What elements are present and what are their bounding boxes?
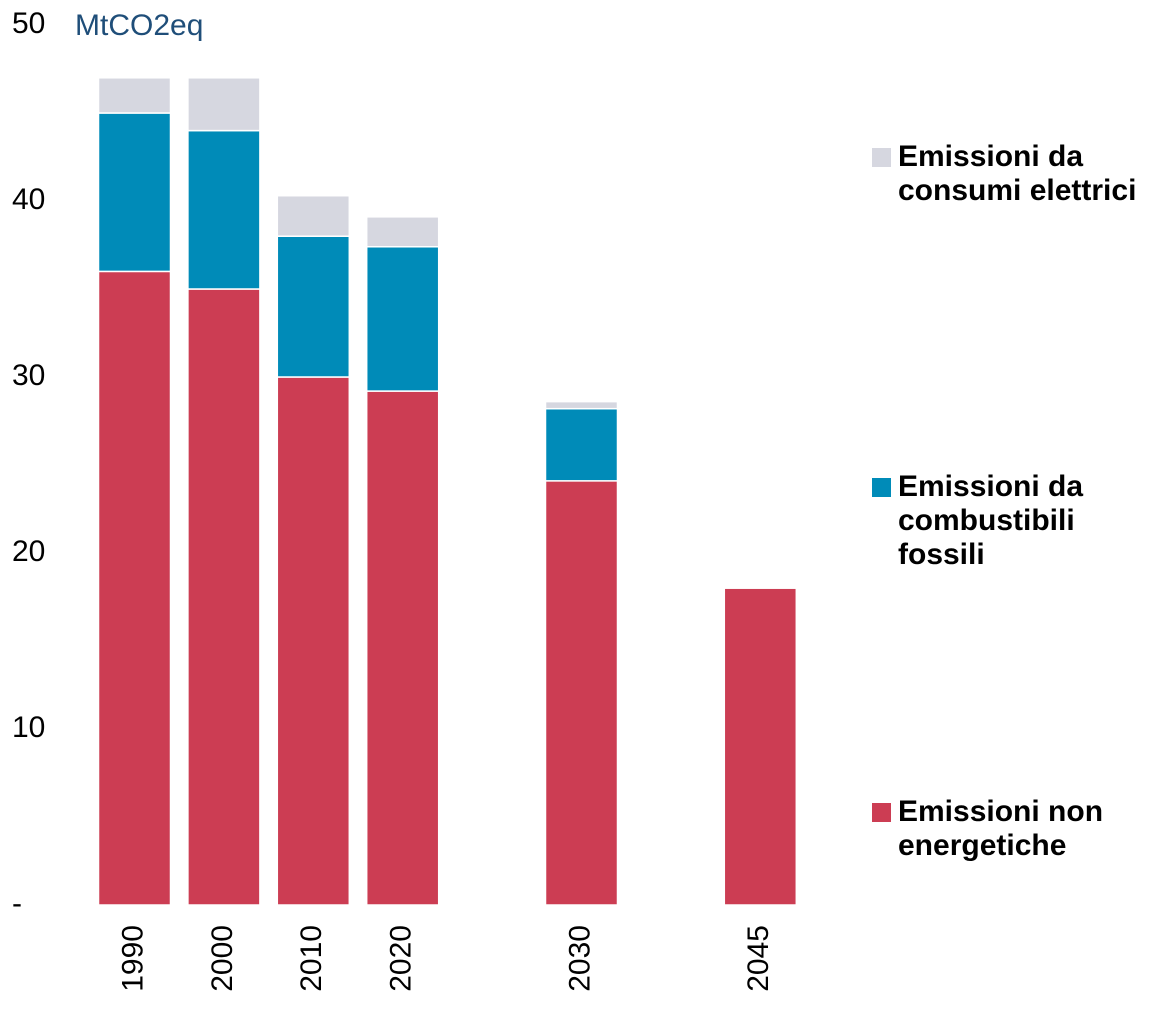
bar-segment <box>276 376 351 906</box>
x-tick-label: 2020 <box>385 925 418 992</box>
bar-segment <box>544 407 619 482</box>
y-tick-label: - <box>12 887 22 920</box>
y-tick-label: 20 <box>12 535 45 568</box>
bar-segment <box>276 235 351 378</box>
bar-segment <box>187 77 261 132</box>
legend-swatch <box>872 148 891 167</box>
x-tick: 2045 <box>742 925 775 992</box>
y-tick-label: 10 <box>12 711 45 744</box>
bar-segment <box>723 587 798 906</box>
x-tick: 2000 <box>206 925 239 992</box>
x-tick-label: 2030 <box>563 925 596 992</box>
x-tick: 2030 <box>563 925 596 992</box>
legend-swatch <box>872 478 891 497</box>
legend-label: Emissioni da consumi elettrici <box>898 140 1137 207</box>
bar-segment <box>365 246 440 392</box>
legend-label: Emissioni da combustibili fossili <box>898 470 1084 571</box>
x-tick-label: 1990 <box>116 925 149 992</box>
legend-swatch <box>872 803 891 822</box>
x-tick-label: 2010 <box>295 925 328 992</box>
bar-segment <box>97 77 172 114</box>
bar-segment <box>544 480 619 906</box>
legend-item: Emissioni da consumi elettrici <box>872 140 1157 208</box>
legend-item: Emissioni non energetiche <box>872 795 1157 863</box>
bar-segment <box>276 194 351 237</box>
bar-segment <box>365 390 440 906</box>
legend-item: Emissioni da combustibili fossili <box>872 470 1157 572</box>
bar-segment <box>187 288 261 906</box>
bar-segment <box>187 129 261 290</box>
x-tick: 2010 <box>295 925 328 992</box>
x-tick-label: 2000 <box>206 925 239 992</box>
bar-segment <box>365 216 440 248</box>
bar-segment <box>97 112 172 273</box>
legend-label: Emissioni non energetiche <box>898 795 1104 862</box>
y-tick-label: 30 <box>12 359 45 392</box>
x-tick: 1990 <box>116 925 149 992</box>
y-unit: MtCO2eq <box>75 9 203 42</box>
x-tick: 2020 <box>385 925 418 992</box>
x-tick-label: 2045 <box>742 925 775 992</box>
y-tick-label: 50 <box>12 7 45 40</box>
bar-segment <box>544 400 619 410</box>
y-tick-label: 40 <box>12 183 45 216</box>
bar-segment <box>97 270 172 906</box>
